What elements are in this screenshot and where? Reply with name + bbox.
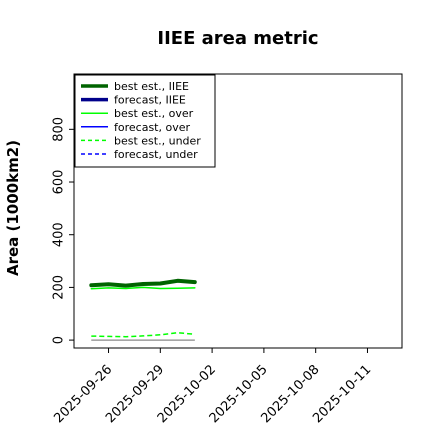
plot-frame [73, 73, 403, 349]
legend-box [74, 74, 216, 168]
y-tick-label: 800 [52, 117, 67, 142]
y-tick-label: 200 [52, 275, 67, 300]
chart-title: IIEE area metric [157, 28, 318, 49]
legend-label: forecast, IIEE [114, 94, 186, 107]
series-line-best-est-iiee [89, 278, 197, 288]
legend-label: best est., over [114, 107, 194, 120]
legend-label: forecast, under [114, 148, 198, 161]
series-line-best-est-over [90, 286, 196, 290]
y-tick-label: 0 [52, 336, 67, 344]
legend-label: forecast, over [114, 121, 190, 134]
series-line-best-est-under [91, 331, 195, 338]
y-tick-label: 400 [52, 222, 67, 247]
legend-label: best est., under [114, 134, 201, 147]
y-axis-label: Area (1000km2) [4, 140, 22, 276]
y-tick-label: 600 [52, 170, 67, 195]
legend-label: best est., IIEE [114, 80, 189, 93]
